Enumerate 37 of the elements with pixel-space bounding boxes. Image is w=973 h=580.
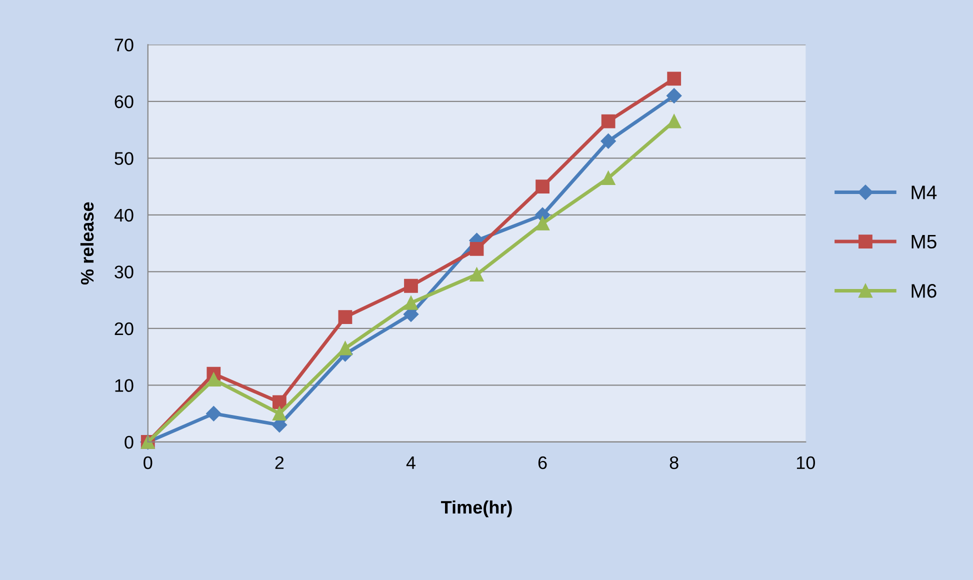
point <box>601 114 616 128</box>
x-tick-label: 10 <box>796 456 815 470</box>
x-tick-label: 2 <box>275 456 284 469</box>
point <box>536 180 550 194</box>
point <box>206 406 222 422</box>
legend-label: M5 <box>912 234 936 249</box>
y-tick-label: 20 <box>114 322 134 336</box>
point <box>272 406 286 421</box>
point <box>600 134 616 149</box>
point <box>667 72 682 86</box>
legend-label: M6 <box>912 284 936 298</box>
point <box>206 372 221 386</box>
x-axis-title: Time(hr) <box>441 500 512 518</box>
point <box>470 268 484 282</box>
y-tick-label: 30 <box>114 266 134 278</box>
point <box>272 395 286 410</box>
y-tick-label: 70 <box>114 38 134 52</box>
y-axis-title: % release <box>80 202 94 285</box>
x-tick-label: 8 <box>670 456 678 470</box>
point <box>404 296 418 310</box>
y-tick-label: 60 <box>114 95 134 108</box>
y-tick-label: 10 <box>115 379 134 392</box>
x-tick-label: 4 <box>406 456 416 469</box>
x-tick-label: 0 <box>144 456 152 470</box>
x-tick-label: 6 <box>538 456 547 470</box>
point <box>470 242 484 256</box>
point <box>601 171 616 185</box>
y-tick-label: 0 <box>124 436 134 449</box>
point <box>338 310 352 324</box>
y-tick-label: 40 <box>114 208 134 222</box>
point <box>667 114 682 128</box>
point <box>404 278 418 293</box>
point <box>338 341 352 356</box>
legend-label: M4 <box>912 186 937 200</box>
point <box>666 88 682 104</box>
point <box>536 216 550 230</box>
y-tick-label: 50 <box>114 152 134 165</box>
